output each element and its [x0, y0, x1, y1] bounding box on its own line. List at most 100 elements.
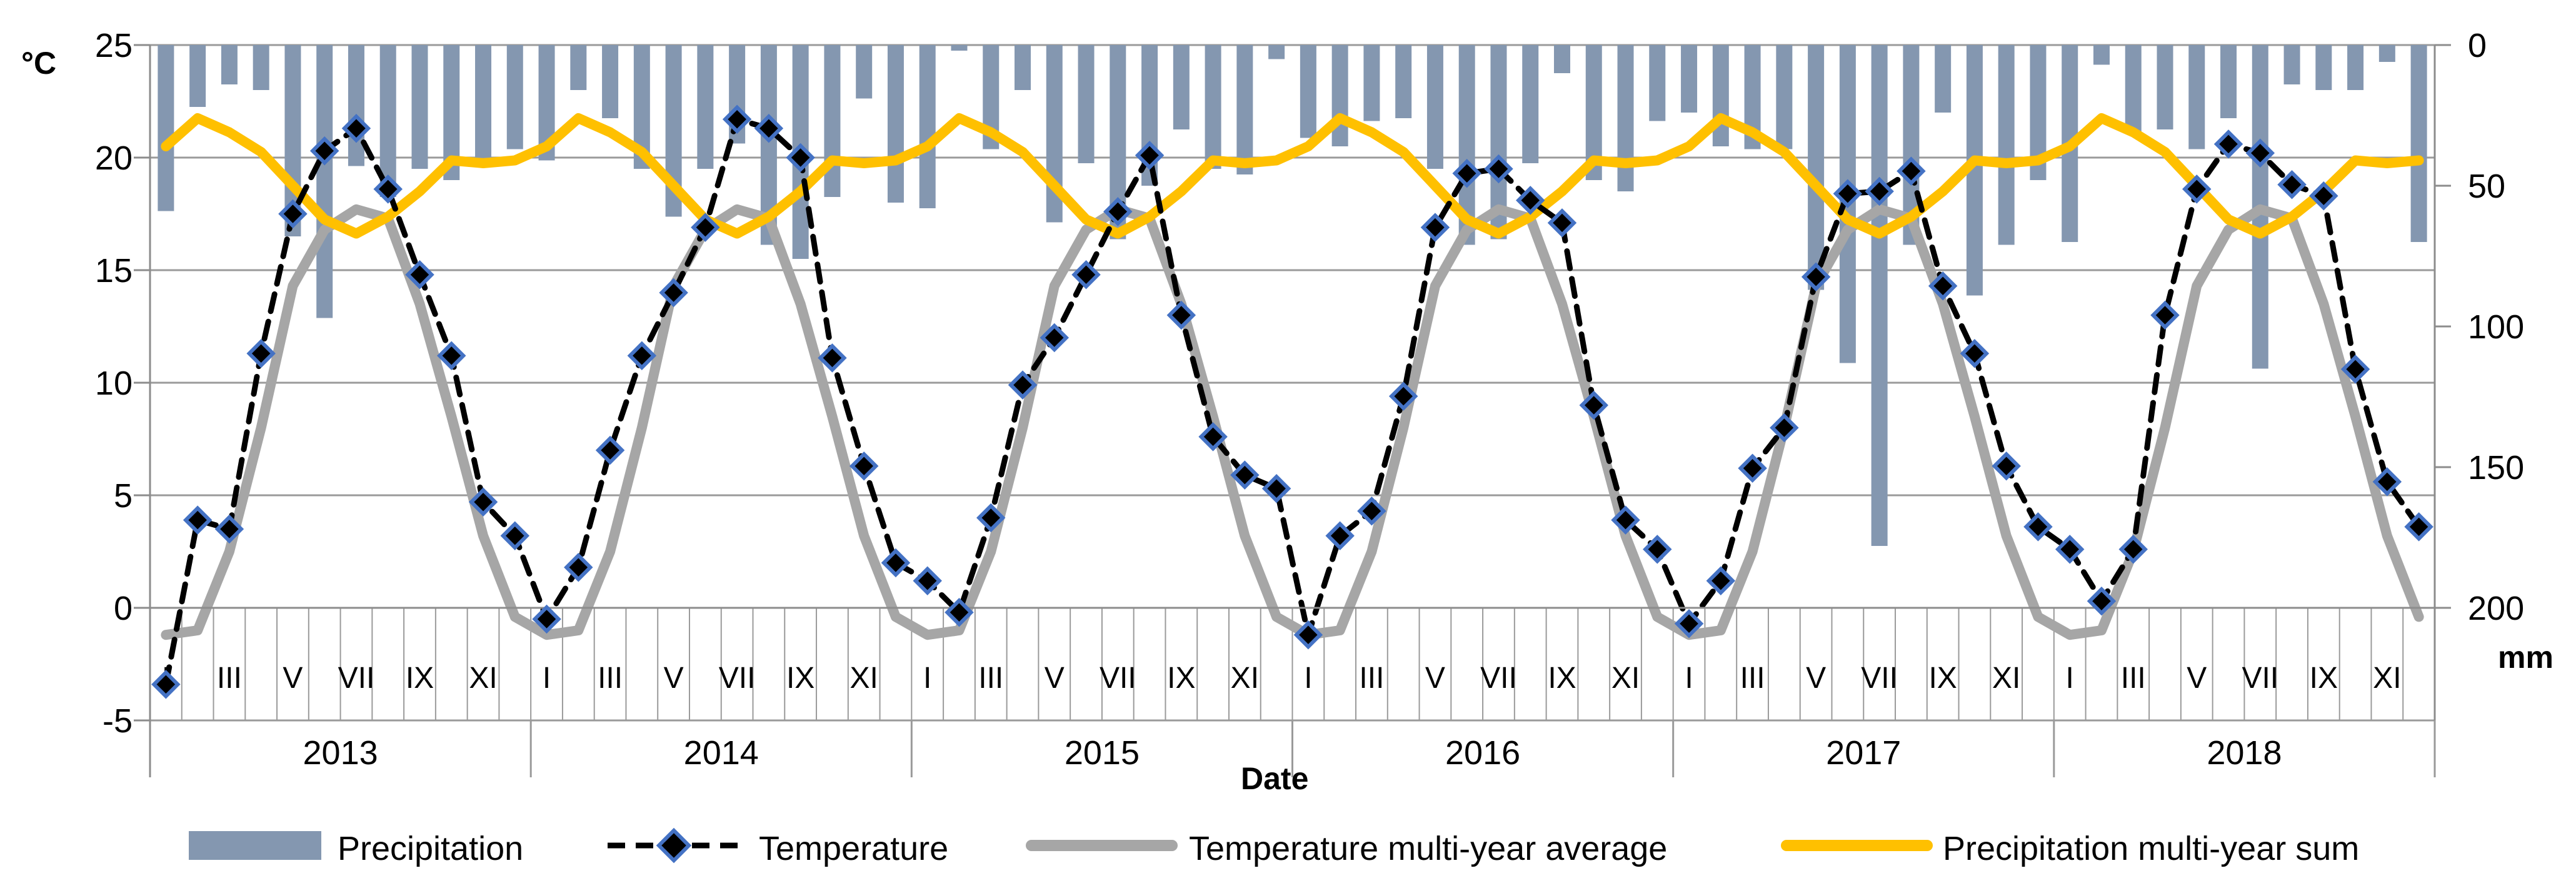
- precipitation-bar: [1998, 45, 2015, 245]
- month-label: XI: [1231, 662, 1259, 695]
- year-label: 2017: [1826, 734, 1901, 772]
- temperature-diamond-marker: [627, 341, 657, 371]
- temperature-diamond-marker: [659, 278, 688, 308]
- temperature-diamond-marker: [595, 435, 625, 465]
- precipitation-bar: [951, 45, 968, 51]
- temperature-diamond-marker: [2245, 138, 2275, 168]
- precipitation-bar: [1395, 45, 1412, 118]
- temperature-diamond-marker: [183, 505, 213, 535]
- right-axis-tick-label: 50: [2468, 168, 2505, 205]
- precipitation-bar: [697, 45, 714, 169]
- temperature-diamond-marker: [214, 514, 244, 544]
- month-label: III: [1740, 662, 1765, 695]
- precipitation-bar: [2315, 45, 2332, 90]
- temperature-diamond-marker: [278, 199, 308, 229]
- temperature-diamond-marker: [1071, 260, 1101, 290]
- precipitation-bar: [2188, 45, 2205, 149]
- month-label: I: [923, 662, 931, 695]
- month-label: VII: [719, 662, 756, 695]
- month-label: V: [1425, 662, 1445, 695]
- month-label: XI: [1611, 662, 1640, 695]
- right-axis-unit-label: mm: [2498, 640, 2553, 675]
- temperature-diamond-marker: [1388, 381, 1418, 411]
- month-label: XI: [469, 662, 497, 695]
- precipitation-bar: [253, 45, 269, 90]
- precipitation-bar: [1268, 45, 1285, 59]
- month-label: I: [1685, 662, 1693, 695]
- precipitation-bar: [2157, 45, 2173, 129]
- month-label: VII: [1100, 662, 1136, 695]
- precipitation-bar: [1173, 45, 1190, 129]
- temperature-diamond-marker: [437, 341, 466, 371]
- series-precipitation-bars: [158, 45, 2427, 546]
- temperature-diamond-marker: [2182, 174, 2212, 204]
- series-temperature-line: [163, 116, 2422, 687]
- precipitation-bar: [1078, 45, 1095, 163]
- precipitation-bar: [2125, 45, 2142, 133]
- precipitation-bar: [316, 45, 333, 318]
- month-label: V: [2187, 662, 2207, 695]
- temperature-markers: [151, 104, 2433, 699]
- temperature-diamond-marker: [564, 552, 593, 582]
- precipitation-bar: [1331, 45, 1348, 146]
- temperature-diamond-marker: [945, 597, 974, 627]
- left-axis-tick-label: -5: [103, 702, 133, 740]
- precipitation-bar: [2283, 45, 2300, 84]
- temperature-diamond-marker: [1484, 154, 1513, 184]
- left-axis-unit-label: °C: [21, 46, 57, 81]
- temperature-diamond-marker: [532, 604, 561, 634]
- series-precip-sum-line: [161, 113, 2424, 239]
- precipitation-bar: [570, 45, 587, 90]
- temperature-diamond-marker: [2150, 300, 2180, 330]
- right-axis-tick-label: 150: [2468, 449, 2524, 487]
- year-label: 2014: [684, 734, 759, 772]
- temperature-diamond-marker: [2404, 512, 2433, 542]
- temperature-diamond-marker: [151, 670, 181, 699]
- left-axis-tick-label: 10: [95, 365, 133, 402]
- temperature-diamond-marker: [1103, 197, 1133, 226]
- month-label: I: [2066, 662, 2074, 695]
- temperature-diamond-marker: [2372, 467, 2402, 497]
- temperature-diamond-marker: [1515, 186, 1545, 215]
- temperature-diamond-marker: [2340, 355, 2370, 384]
- series-temperature-avg-line: [161, 204, 2424, 640]
- temperature-diamond-marker: [341, 113, 371, 143]
- temperature-diamond-marker: [881, 548, 911, 578]
- temperature-diamond-marker: [500, 521, 530, 551]
- left-axis-tick-label: 15: [95, 252, 133, 290]
- temperature-diamond-marker: [1579, 390, 1609, 420]
- precipitation-bar: [506, 45, 523, 149]
- left-axis-tick-label: 20: [95, 139, 133, 177]
- temperature-diamond-marker: [913, 566, 942, 596]
- temperature-diamond-marker: [2213, 129, 2243, 159]
- precipitation-bar: [2378, 45, 2395, 62]
- month-label: III: [598, 662, 623, 695]
- precipitation-bar: [1681, 45, 1698, 113]
- temperature-diamond-marker: [754, 113, 784, 143]
- month-label: V: [283, 662, 303, 695]
- legend-label-temperature-avg: Temperature multi-year average: [1189, 830, 1668, 867]
- temperature-diamond-marker: [373, 174, 403, 204]
- temperature-diamond-marker: [405, 260, 434, 290]
- temperature-diamond-marker: [1897, 156, 1926, 186]
- precipitation-bar: [1363, 45, 1380, 121]
- month-label: VII: [2242, 662, 2278, 695]
- temperature-diamond-marker: [1135, 141, 1165, 170]
- precipitation-bar: [158, 45, 174, 211]
- month-label: III: [1359, 662, 1384, 695]
- precipitation-bar: [887, 45, 904, 203]
- precipitation-bar: [1871, 45, 1888, 546]
- precipitation-bar: [1236, 45, 1253, 174]
- temperature-diamond-marker: [722, 104, 752, 134]
- month-label: IX: [1928, 662, 1957, 695]
- precipitation-bar: [1935, 45, 1952, 113]
- temperature-diamond-marker: [1293, 620, 1323, 650]
- legend-label-precipitation: Precipitation: [338, 830, 524, 867]
- temperature-diamond-marker: [1230, 460, 1260, 490]
- precipitation-bar: [411, 45, 428, 169]
- precipitation-bar: [1776, 45, 1793, 149]
- temperature-diamond-marker: [2309, 181, 2338, 211]
- precipitation-bar: [602, 45, 619, 118]
- precipitation-bar: [189, 45, 206, 107]
